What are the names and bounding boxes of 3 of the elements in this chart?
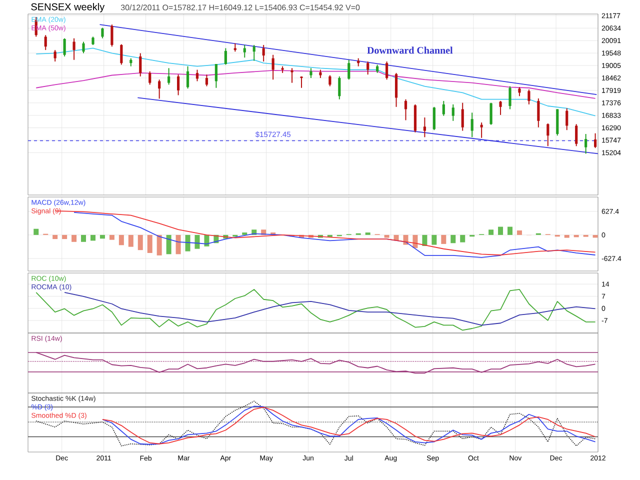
annotation: Downward Channel	[367, 46, 453, 54]
chart-subtitle: 30/12/2011 O=15782.17 H=16049.12 L=15406.93 C=15454.92 V=0	[120, 4, 360, 10]
chart-title: SENSEX weekly	[31, 2, 105, 12]
